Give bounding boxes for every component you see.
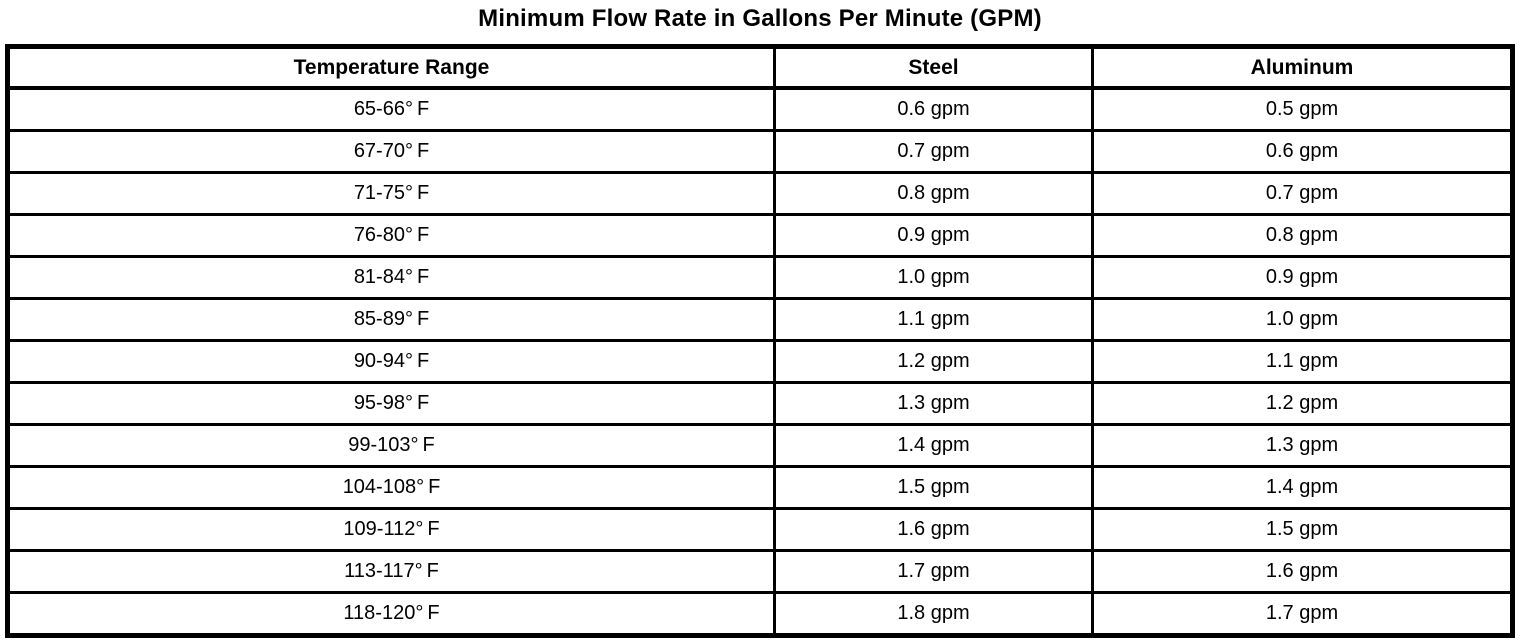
steel-cell: 0.6 gpm [773, 86, 1094, 132]
table-row: 113-117° F 1.7 gpm 1.6 gpm [6, 549, 1514, 594]
steel-cell: 0.7 gpm [773, 129, 1094, 174]
table-row: 65-66° F 0.6 gpm 0.5 gpm [6, 86, 1514, 132]
aluminum-cell: 0.9 gpm [1091, 255, 1514, 300]
steel-cell: 1.5 gpm [773, 465, 1094, 510]
aluminum-cell: 1.1 gpm [1091, 339, 1514, 384]
steel-cell: 1.3 gpm [773, 381, 1094, 426]
aluminum-cell: 1.6 gpm [1091, 549, 1514, 594]
table-row: 109-112° F 1.6 gpm 1.5 gpm [6, 507, 1514, 552]
steel-cell: 0.8 gpm [773, 171, 1094, 216]
table-row: 95-98° F 1.3 gpm 1.2 gpm [6, 381, 1514, 426]
aluminum-cell: 1.5 gpm [1091, 507, 1514, 552]
table-row: 118-120° F 1.8 gpm 1.7 gpm [6, 591, 1514, 637]
steel-cell: 1.7 gpm [773, 549, 1094, 594]
temperature-range-cell: 76-80° F [6, 213, 776, 258]
steel-cell: 1.4 gpm [773, 423, 1094, 468]
temperature-range-cell: 99-103° F [6, 423, 776, 468]
aluminum-cell: 1.0 gpm [1091, 297, 1514, 342]
aluminum-cell: 1.4 gpm [1091, 465, 1514, 510]
temperature-range-cell: 71-75° F [6, 171, 776, 216]
aluminum-cell: 1.7 gpm [1091, 591, 1514, 637]
table-row: 85-89° F 1.1 gpm 1.0 gpm [6, 297, 1514, 342]
temperature-range-header: Temperature Range [6, 45, 776, 90]
temperature-range-cell: 85-89° F [6, 297, 776, 342]
table-row: 99-103° F 1.4 gpm 1.3 gpm [6, 423, 1514, 468]
steel-cell: 0.9 gpm [773, 213, 1094, 258]
steel-cell: 1.1 gpm [773, 297, 1094, 342]
steel-header: Steel [773, 45, 1094, 90]
table-row: 104-108° F 1.5 gpm 1.4 gpm [6, 465, 1514, 510]
aluminum-header: Aluminum [1091, 45, 1514, 90]
table-row: 71-75° F 0.8 gpm 0.7 gpm [6, 171, 1514, 216]
temperature-range-cell: 104-108° F [6, 465, 776, 510]
temperature-range-cell: 109-112° F [6, 507, 776, 552]
table-row: 81-84° F 1.0 gpm 0.9 gpm [6, 255, 1514, 300]
table-row: 76-80° F 0.9 gpm 0.8 gpm [6, 213, 1514, 258]
table-row: 67-70° F 0.7 gpm 0.6 gpm [6, 129, 1514, 174]
aluminum-cell: 0.8 gpm [1091, 213, 1514, 258]
temperature-range-cell: 118-120° F [6, 591, 776, 637]
page-title: Minimum Flow Rate in Gallons Per Minute … [478, 5, 1042, 32]
aluminum-cell: 1.3 gpm [1091, 423, 1514, 468]
aluminum-cell: 1.2 gpm [1091, 381, 1514, 426]
flow-table-body: 65-66° F 0.6 gpm 0.5 gpm 67-70° F 0.7 gpm 0.6… [6, 86, 1514, 637]
temperature-range-cell: 113-117° F [6, 549, 776, 594]
aluminum-cell: 0.5 gpm [1091, 86, 1514, 132]
steel-cell: 1.2 gpm [773, 339, 1094, 384]
aluminum-cell: 0.6 gpm [1091, 129, 1514, 174]
steel-cell: 1.8 gpm [773, 591, 1094, 637]
table-header-row: Temperature Range Steel Aluminum [6, 45, 1514, 90]
steel-cell: 1.6 gpm [773, 507, 1094, 552]
flow-rate-table: Temperature Range Steel Aluminum 65-66° … [5, 44, 1515, 638]
aluminum-cell: 0.7 gpm [1091, 171, 1514, 216]
temperature-range-cell: 67-70° F [6, 129, 776, 174]
temperature-range-cell: 81-84° F [6, 255, 776, 300]
steel-cell: 1.0 gpm [773, 255, 1094, 300]
temperature-range-cell: 65-66° F [6, 86, 776, 132]
temperature-range-cell: 90-94° F [6, 339, 776, 384]
temperature-range-cell: 95-98° F [6, 381, 776, 426]
table-row: 90-94° F 1.2 gpm 1.1 gpm [6, 339, 1514, 384]
